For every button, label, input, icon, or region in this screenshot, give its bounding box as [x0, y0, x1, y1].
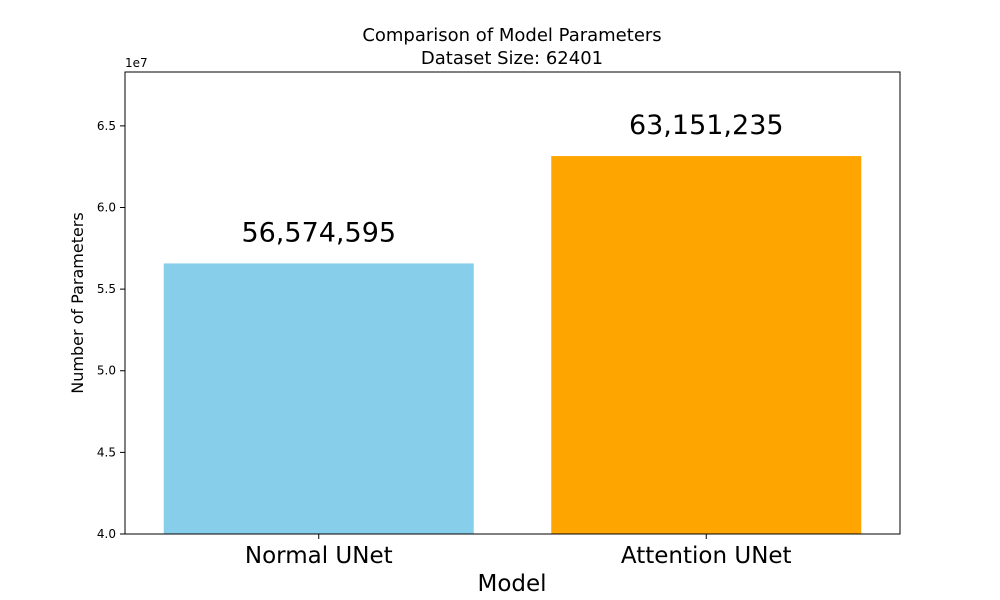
y-ticks-group: 4.0 4.5 5.0 5.5 6.0 6.5	[97, 119, 125, 541]
y-offset-label: 1e7	[125, 56, 148, 70]
y-tick-label: 5.5	[97, 282, 116, 296]
bar-normal-unet	[163, 263, 474, 534]
data-labels-group: 56,574,595 63,151,235	[241, 110, 783, 248]
chart-title: Comparison of Model Parameters	[362, 25, 661, 46]
x-tick-label: Attention UNet	[621, 543, 792, 569]
plot-frame	[124, 71, 901, 535]
y-tick-label: 6.0	[97, 200, 116, 214]
bars-group	[163, 156, 862, 534]
y-axis-label: Number of Parameters	[68, 212, 87, 393]
data-label: 63,151,235	[629, 110, 784, 141]
y-tick-label: 4.5	[97, 445, 116, 459]
bar-attention-unet	[551, 156, 862, 534]
x-tick-label: Normal UNet	[245, 543, 393, 569]
x-axis-label: Model	[477, 571, 546, 597]
y-tick-label: 6.5	[97, 119, 116, 133]
y-tick-label: 4.0	[97, 527, 116, 541]
x-categories-group: Normal UNet Attention UNet	[245, 534, 792, 569]
y-tick-label: 5.0	[97, 364, 116, 378]
chart-subtitle: Dataset Size: 62401	[421, 48, 603, 69]
data-label: 56,574,595	[241, 217, 396, 248]
